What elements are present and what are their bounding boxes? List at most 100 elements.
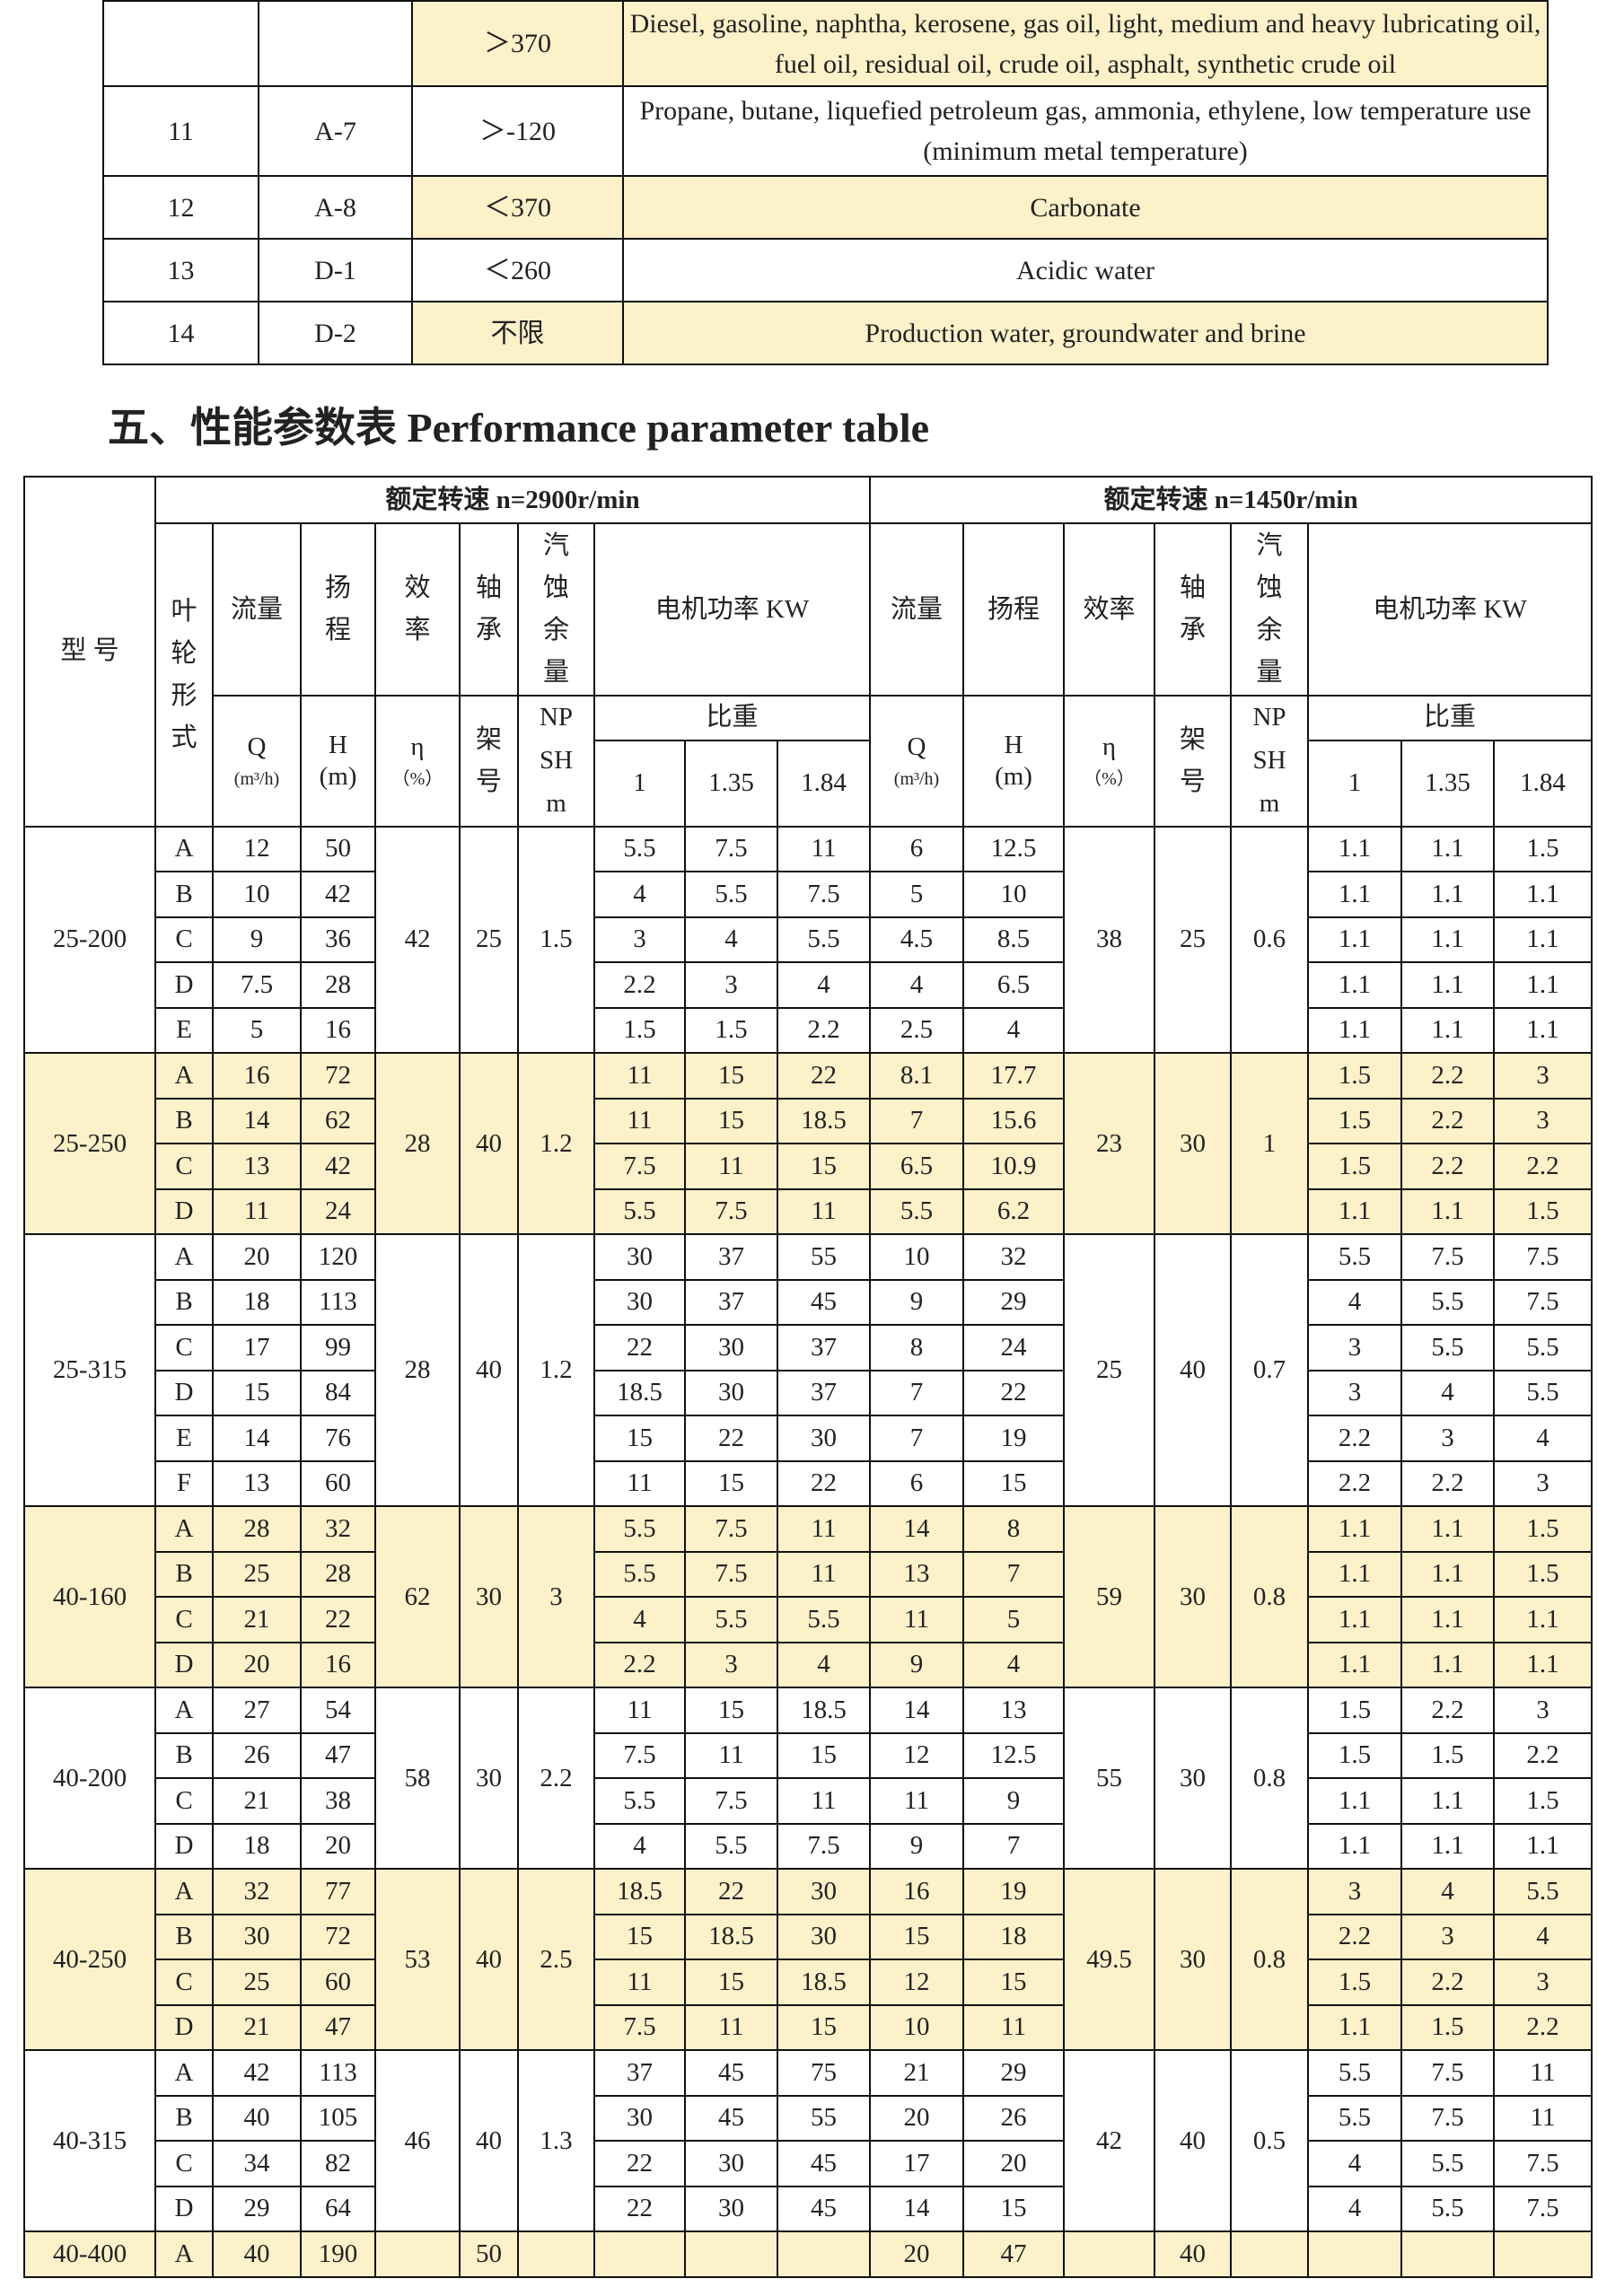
table-cell: 55 xyxy=(777,2094,871,2143)
table-cell: 4 xyxy=(1307,2140,1402,2187)
table-cell: A xyxy=(154,1687,214,1734)
table-cell: 4 xyxy=(777,961,871,1009)
table-cell: C xyxy=(154,1596,214,1643)
table-cell: 1.1 xyxy=(1400,825,1495,873)
table-cell: 2.2 xyxy=(1400,1097,1495,1145)
table-cell: 5.5 xyxy=(593,825,686,873)
table-cell: 15 xyxy=(212,1369,302,1417)
table-cell: 42 xyxy=(374,825,461,1055)
table-cell: E xyxy=(154,1006,214,1055)
table-cell: 15 xyxy=(593,1415,686,1462)
table-cell: C xyxy=(154,2140,214,2187)
table-cell: 9 xyxy=(869,1822,964,1871)
table-cell: 30 xyxy=(459,1687,519,1871)
table-cell: 54 xyxy=(300,1687,376,1734)
table-row: B 18 113 30 37 45 9 29 4 5.5 7.5 xyxy=(24,1278,1593,1327)
table-cell: 15 xyxy=(962,1959,1065,2006)
table-cell: 62 xyxy=(374,1505,461,1689)
table-cell xyxy=(1230,2230,1309,2278)
table-cell: 24 xyxy=(962,1324,1065,1371)
table-cell: 1.5 xyxy=(593,1006,686,1055)
table-cell: 15 xyxy=(684,1687,778,1734)
table-cell: 4 xyxy=(684,916,778,964)
table-cell: 45 xyxy=(684,2094,778,2143)
table-cell: 15 xyxy=(962,1459,1065,1508)
table-cell: 53 xyxy=(374,1868,461,2052)
table-cell: 12 xyxy=(869,1731,964,1780)
table-cell: 30 xyxy=(777,1868,871,1915)
table-row: 40-400 A 40 190 50 20 47 40 xyxy=(23,2230,1593,2278)
table-cell: 40-250 xyxy=(23,1868,156,2052)
table-cell: 1.1 xyxy=(1400,1777,1495,1825)
table-cell: Carbonate xyxy=(622,175,1549,240)
header-cell: 架号 xyxy=(1154,695,1232,828)
table-cell: 2.2 xyxy=(1492,1731,1593,1780)
table-cell: 14 xyxy=(212,1415,302,1462)
table-cell: 3 xyxy=(1400,1913,1495,1961)
table-cell: 1.1 xyxy=(1492,871,1593,918)
table-cell: 11 xyxy=(1492,2094,1593,2143)
table-cell: 7.5 xyxy=(593,1143,686,1190)
header-cell: 扬程 xyxy=(300,522,376,697)
header-cell: 轴承 xyxy=(459,522,519,697)
table-cell: 4 xyxy=(962,1006,1065,1055)
header-text: (m) xyxy=(319,761,357,791)
header-cell: 比重 xyxy=(593,695,871,741)
table-cell: 37 xyxy=(777,1369,871,1417)
table-cell: 7.5 xyxy=(1400,2049,1495,2097)
table-cell: 18.5 xyxy=(777,1959,871,2006)
table-cell: 1.1 xyxy=(1307,1006,1402,1055)
table-cell: D xyxy=(154,2185,214,2233)
table-cell: 1.1 xyxy=(1307,916,1402,964)
table-cell: 50 xyxy=(459,2230,519,2278)
table-cell: Propane, butane, liquefied petroleum gas… xyxy=(622,85,1549,177)
table-cell: 30 xyxy=(684,1324,778,1371)
table-cell: 38 xyxy=(300,1777,376,1825)
table-cell: C xyxy=(154,916,214,964)
table-cell: 11 xyxy=(593,1097,686,1145)
header-cell: H (m) xyxy=(962,695,1065,828)
table-cell: 25-315 xyxy=(23,1233,156,1508)
header-text: 汽蚀余量 xyxy=(1256,531,1283,687)
table-row: 25-250 A 16 72 28 40 1.2 11 15 22 8.1 17.7 23 30 1 1.5 2… xyxy=(23,1052,1593,1236)
table-cell: 30 xyxy=(593,1278,686,1327)
header-cell: NPSHm xyxy=(1230,695,1309,828)
table-cell: 15 xyxy=(962,2185,1065,2233)
table-cell: 40 xyxy=(459,2049,519,2233)
table-cell: 18.5 xyxy=(593,1369,686,1417)
table-row: C 13 42 7.5 11 15 6.5 10.9 1.5 2.2 2.2 xyxy=(24,1143,1593,1190)
table-cell: 5 xyxy=(962,1596,1065,1643)
table-cell: 42 xyxy=(1063,2049,1155,2233)
table-cell: 84 xyxy=(300,1369,376,1417)
table-cell: 3 xyxy=(517,1505,595,1689)
table-cell xyxy=(777,2230,871,2278)
table-cell: 1.1 xyxy=(1307,961,1402,1009)
table-cell: 20 xyxy=(869,2230,964,2278)
header-text: 架号 xyxy=(476,724,503,796)
table-cell: 7.5 xyxy=(684,825,778,873)
table-cell: 11 xyxy=(777,1777,871,1825)
table-cell: 7.5 xyxy=(1492,1233,1593,1281)
table-cell: 37 xyxy=(777,1324,871,1371)
header-text: 扬程 xyxy=(325,574,352,644)
table-row: C 17 99 22 30 37 8 24 3 5.5 5.5 xyxy=(24,1324,1593,1371)
table-cell: 40-200 xyxy=(23,1687,156,1871)
table-cell: 72 xyxy=(300,1052,376,1100)
table-cell: 8 xyxy=(869,1324,964,1371)
header-text: Q xyxy=(907,732,926,762)
table-cell: D xyxy=(154,1641,214,1689)
table-cell: 22 xyxy=(300,1596,376,1643)
table-cell: 2.2 xyxy=(1400,1687,1495,1734)
header-cell: 汽蚀余量 xyxy=(517,522,595,697)
table-cell: 5.5 xyxy=(1400,1324,1495,1371)
table-row: 40-250 A 32 77 53 40 2.5 18.5 22 30 16 19 49.5 30 0.8 3… xyxy=(23,1868,1593,2052)
table-cell: 30 xyxy=(1154,1052,1232,1236)
table-cell: 21 xyxy=(212,1596,302,1643)
table-cell: 40-160 xyxy=(23,1505,156,1689)
table-row: 40-160 A 28 32 62 30 3 5.5 7.5 11 14 8 59 30 0.8 1.1 1.1… xyxy=(23,1505,1593,1689)
table-cell: 1.1 xyxy=(1492,1596,1593,1643)
header-cell: NPSHm xyxy=(517,695,595,828)
table-cell: 14 xyxy=(102,301,259,365)
table-cell: 5.5 xyxy=(684,1596,778,1643)
table-cell: 22 xyxy=(777,1459,871,1508)
